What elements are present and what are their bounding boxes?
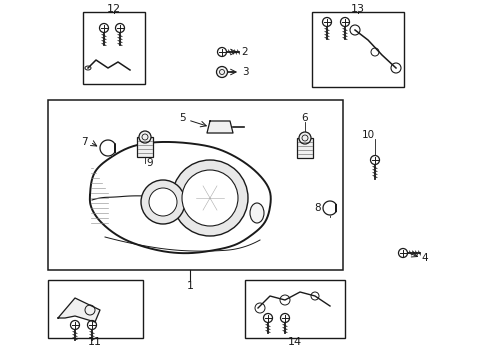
Text: 14: 14 xyxy=(287,337,302,347)
Text: 3: 3 xyxy=(241,67,248,77)
Text: 1: 1 xyxy=(186,281,193,291)
Polygon shape xyxy=(90,142,270,253)
Text: 11: 11 xyxy=(88,337,102,347)
Text: 10: 10 xyxy=(361,130,374,140)
Bar xyxy=(296,138,312,158)
Circle shape xyxy=(298,132,310,144)
Text: 13: 13 xyxy=(350,4,364,14)
Ellipse shape xyxy=(249,203,264,223)
Text: 7: 7 xyxy=(81,137,87,147)
Circle shape xyxy=(216,67,227,77)
Circle shape xyxy=(172,160,247,236)
Circle shape xyxy=(141,180,184,224)
Bar xyxy=(244,280,345,338)
Text: 12: 12 xyxy=(107,4,121,14)
Polygon shape xyxy=(100,140,115,156)
Text: 8: 8 xyxy=(314,203,321,213)
Circle shape xyxy=(182,170,238,226)
Bar xyxy=(48,280,142,338)
Bar xyxy=(83,12,145,84)
Circle shape xyxy=(139,131,151,143)
Text: 2: 2 xyxy=(241,47,248,57)
Polygon shape xyxy=(58,298,100,322)
Bar xyxy=(48,100,342,270)
Text: 9: 9 xyxy=(146,158,153,168)
Polygon shape xyxy=(323,201,335,215)
Bar xyxy=(137,137,153,157)
Text: 4: 4 xyxy=(421,253,427,263)
Text: 5: 5 xyxy=(178,113,185,123)
Circle shape xyxy=(149,188,177,216)
Polygon shape xyxy=(206,121,232,133)
Bar xyxy=(311,12,403,87)
Text: 6: 6 xyxy=(301,113,307,123)
